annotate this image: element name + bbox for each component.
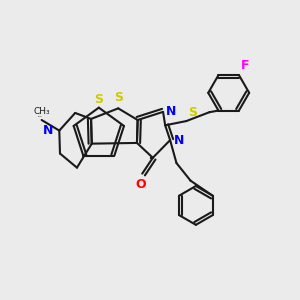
Text: N: N xyxy=(43,124,53,137)
Text: CH₃: CH₃ xyxy=(33,107,50,116)
Text: N: N xyxy=(174,134,185,147)
Text: S: S xyxy=(94,93,103,106)
Text: F: F xyxy=(241,59,249,72)
Text: S: S xyxy=(114,91,123,104)
Text: O: O xyxy=(135,178,146,191)
Text: N: N xyxy=(166,105,176,118)
Text: S: S xyxy=(188,106,197,119)
Text: methyl: methyl xyxy=(38,116,42,117)
